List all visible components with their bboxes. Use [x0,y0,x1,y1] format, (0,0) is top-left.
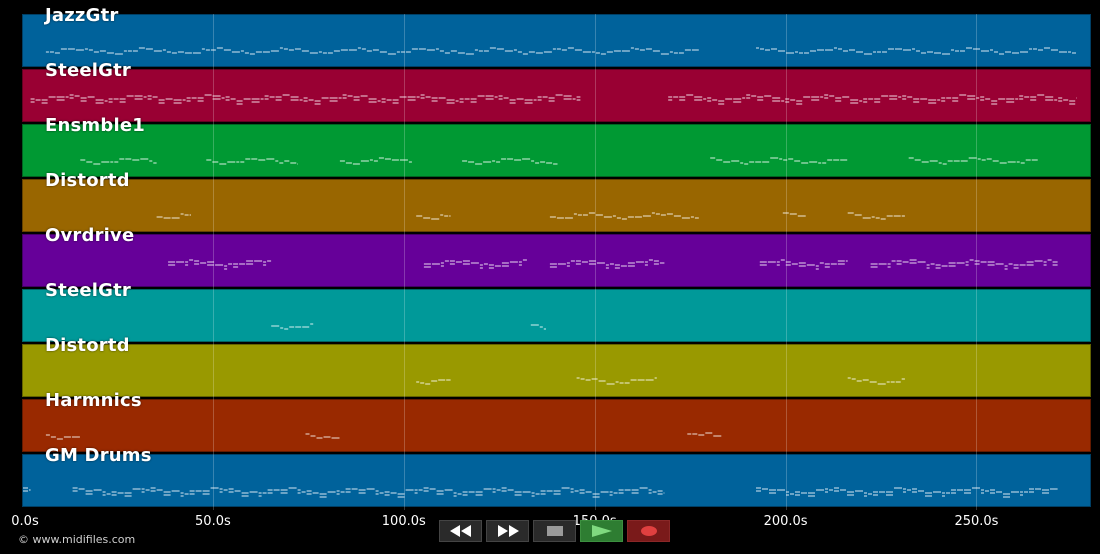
play-icon [591,525,612,537]
note-segment [156,213,191,219]
fast-forward-button[interactable] [486,520,529,542]
track-lane: Distortd [22,337,1091,397]
track-name: Ovrdrive [45,225,135,246]
track-notes [45,432,722,440]
note-segment [423,259,527,269]
track-name: Distortd [45,335,130,356]
note-segment [710,157,848,165]
track-lane: JazzGtr [22,7,1091,67]
note-segment [870,259,1058,270]
copyright-text: © www.midifiles.com [18,533,136,546]
note-segment [168,259,272,270]
track-notes [80,157,1038,165]
record-button[interactable] [627,520,670,542]
rewind-button[interactable] [439,520,482,542]
grid-line [403,14,405,510]
track-name: Ensmble1 [45,115,145,136]
note-segment [576,377,657,385]
grid-line [594,14,596,510]
note-segment [756,47,1076,55]
note-segment [756,487,1058,498]
track-lane: Distortd [22,172,1091,232]
record-icon [640,526,657,536]
grid-line [785,14,787,510]
track-notes [416,377,905,385]
note-segment [549,212,699,220]
note-segment [45,47,699,55]
note-segment [206,158,298,165]
note-segment [759,259,848,270]
note-segment [72,487,665,498]
time-tick-label: 0.0s [11,514,39,529]
note-segment [462,158,558,165]
track-name: Harmnics [45,390,142,411]
note-segment [45,434,80,440]
stop-icon [546,526,563,536]
note-segment [416,214,451,220]
note-segment [847,377,905,385]
track-lane: Harmnics [22,392,1091,452]
note-segment [847,212,905,220]
track-name: GM Drums [45,445,152,466]
note-segment [908,157,1038,165]
transport-controls [439,520,670,542]
track-notes [156,212,905,220]
note-segment [305,433,340,439]
track-lane: SteelGtr [22,282,1091,342]
stop-button[interactable] [533,520,576,542]
note-segment [80,158,157,165]
track-notes [23,487,1058,498]
note-segment [23,487,31,492]
track-name: SteelGtr [45,280,132,301]
note-segment [530,324,546,330]
rewind-icon [449,525,471,537]
time-tick-label: 50.0s [195,514,231,529]
track-notes [30,94,1077,105]
play-button[interactable] [580,520,623,542]
track-notes [271,323,546,330]
note-segment [30,94,581,105]
track-name: SteelGtr [45,60,132,81]
note-segment [687,432,722,437]
track-lane: SteelGtr [22,62,1091,122]
grid-line [976,14,978,510]
time-tick-label: 100.0s [381,514,426,529]
track-name: Distortd [45,170,130,191]
note-segment [668,94,1077,105]
grid-line [212,14,214,510]
track-lane: GM Drums [22,447,1091,507]
note-segment [549,259,665,269]
time-tick-label: 250.0s [954,514,999,529]
note-segment [271,323,314,330]
track-name: JazzGtr [45,5,119,26]
note-segment [339,157,412,165]
track-lane: Ensmble1 [22,117,1091,177]
piano-roll: JazzGtr SteelGtr Ensmble1 Distortd Ovrdrive S… [22,7,1091,510]
track-notes [45,47,1076,55]
note-segment [416,379,451,385]
track-notes [168,259,1058,270]
note-segment [782,212,806,217]
time-tick-label: 200.0s [763,514,808,529]
fast-forward-icon [497,525,519,537]
track-lane: Ovrdrive [22,227,1091,287]
